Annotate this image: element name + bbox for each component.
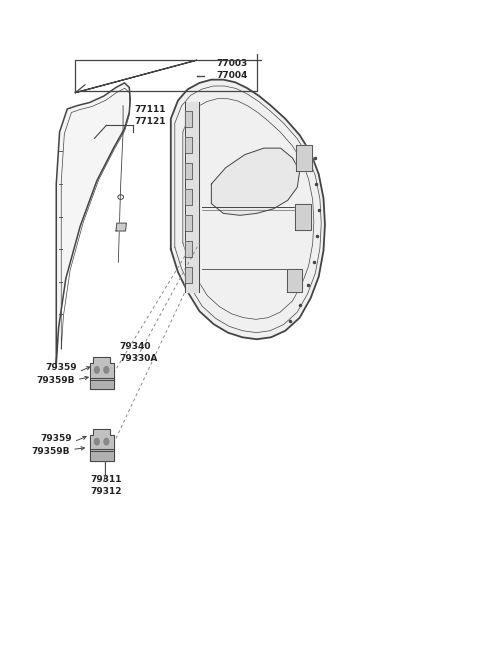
Circle shape bbox=[104, 367, 109, 373]
Text: 79359: 79359 bbox=[40, 434, 72, 443]
Polygon shape bbox=[185, 267, 192, 283]
Polygon shape bbox=[185, 163, 192, 179]
Polygon shape bbox=[90, 357, 114, 380]
Text: 77111
77121: 77111 77121 bbox=[134, 105, 166, 126]
Polygon shape bbox=[185, 189, 192, 205]
Polygon shape bbox=[185, 102, 199, 291]
Polygon shape bbox=[56, 83, 130, 364]
Circle shape bbox=[95, 438, 99, 445]
Polygon shape bbox=[90, 428, 114, 451]
Polygon shape bbox=[287, 269, 302, 291]
Text: 77003
77004: 77003 77004 bbox=[216, 59, 248, 80]
Text: 79340
79330A: 79340 79330A bbox=[120, 342, 158, 363]
Polygon shape bbox=[185, 137, 192, 153]
Text: 79359B: 79359B bbox=[36, 377, 74, 386]
Polygon shape bbox=[90, 449, 114, 461]
Polygon shape bbox=[296, 145, 312, 171]
Text: 79359: 79359 bbox=[45, 364, 77, 373]
Circle shape bbox=[104, 438, 109, 445]
Polygon shape bbox=[185, 111, 192, 126]
Text: 79359B: 79359B bbox=[31, 447, 70, 456]
Polygon shape bbox=[295, 204, 311, 230]
Polygon shape bbox=[90, 378, 114, 390]
Polygon shape bbox=[185, 215, 192, 231]
Polygon shape bbox=[185, 242, 192, 257]
Circle shape bbox=[95, 367, 99, 373]
Polygon shape bbox=[116, 223, 126, 231]
Text: 79311
79312: 79311 79312 bbox=[91, 475, 122, 496]
Polygon shape bbox=[171, 80, 325, 339]
Polygon shape bbox=[211, 148, 300, 215]
